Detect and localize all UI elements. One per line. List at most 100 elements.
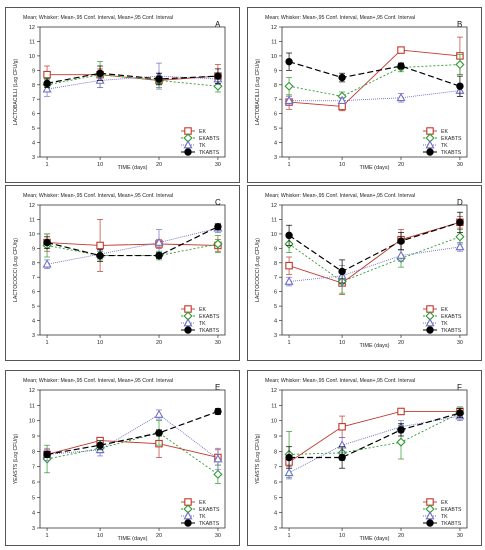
chart-panel-f: Mean; Whisker: Mean-,95 Conf. Interval, …	[247, 370, 482, 546]
y-axis-label: LACTOBACILLI (Log CFU/g)	[255, 58, 261, 125]
plot-area	[39, 204, 226, 336]
series-tkabts	[285, 408, 464, 469]
x-tick-label: 1	[288, 162, 291, 168]
data-point	[213, 239, 223, 249]
y-tick-label: 5	[32, 495, 35, 501]
y-tick-label: 12	[29, 25, 35, 31]
data-point	[284, 81, 294, 91]
legend-label: TKABTS	[199, 328, 220, 334]
x-tick-label: 10	[339, 162, 345, 168]
y-tick-label: 4	[32, 319, 35, 325]
y-tick-label: 7	[32, 275, 35, 281]
legend-marker	[426, 127, 434, 135]
data-point	[284, 95, 294, 105]
series-line	[46, 75, 218, 90]
x-tick-label: 1	[46, 533, 49, 539]
y-tick-label: 3	[32, 155, 35, 161]
x-tick-label: 10	[339, 533, 345, 539]
data-point	[96, 251, 104, 260]
legend-label: EKABTS	[199, 507, 220, 513]
panel-letter: A	[215, 20, 221, 29]
x-tick-label: 20	[156, 533, 162, 539]
plot-area	[281, 389, 468, 529]
y-tick-label: 12	[271, 203, 277, 209]
y-tick-label: 12	[271, 388, 277, 394]
legend-marker	[184, 127, 192, 135]
series-line	[47, 242, 218, 246]
y-tick-label: 7	[274, 275, 277, 281]
legend-marker	[183, 140, 193, 149]
x-tick-label: 30	[457, 162, 463, 168]
data-point	[455, 241, 465, 251]
data-point	[214, 222, 222, 231]
chart-panel-d: Mean; Whisker: Mean-,95 Conf. Interval, …	[247, 185, 482, 361]
x-tick-label: 30	[215, 340, 221, 346]
panel-header: Mean; Whisker: Mean-,95 Conf. Interval, …	[265, 15, 415, 21]
legend-label: TKABTS	[441, 328, 462, 334]
legend-label: EK	[199, 307, 206, 313]
legend-marker	[183, 511, 193, 520]
legend-label: TK	[441, 514, 448, 520]
y-tick-label: 3	[274, 155, 277, 161]
legend-label: EKABTS	[441, 314, 462, 320]
data-point	[455, 59, 465, 70]
series-line	[288, 221, 461, 273]
x-tick-label: 30	[215, 533, 221, 539]
series-line	[46, 440, 219, 458]
legend-label: TK	[441, 143, 448, 149]
series-tkabts	[43, 65, 222, 89]
data-point	[214, 407, 222, 416]
x-tick-label: 1	[46, 162, 49, 168]
data-point	[456, 409, 464, 417]
y-tick-label: 3	[274, 333, 277, 339]
y-tick-label: 8	[274, 261, 277, 267]
y-tick-label: 6	[274, 480, 277, 486]
y-axis-label: LACTOBACILLI (Log CFU/g)	[13, 58, 19, 125]
data-point	[396, 250, 406, 259]
data-point	[155, 75, 163, 83]
y-tick-label: 10	[29, 232, 35, 238]
data-point	[396, 92, 406, 102]
data-point	[43, 79, 51, 88]
y-tick-label: 4	[32, 141, 35, 147]
legend-label: TKABTS	[441, 150, 462, 156]
y-tick-label: 11	[29, 217, 35, 223]
y-tick-label: 8	[274, 449, 277, 455]
x-axis-label: TIME (days)	[360, 536, 390, 542]
data-point	[455, 232, 465, 242]
legend-marker	[426, 326, 434, 334]
legend-label: EKABTS	[441, 507, 462, 513]
data-point	[155, 251, 163, 260]
chart-panel-e: Mean; Whisker: Mean-,95 Conf. Interval, …	[5, 370, 240, 546]
y-tick-label: 11	[271, 217, 277, 223]
x-tick-label: 20	[398, 533, 404, 539]
data-point	[43, 70, 51, 79]
data-point	[396, 437, 406, 447]
x-axis-label: TIME (days)	[360, 343, 390, 349]
x-tick-label: 30	[215, 162, 221, 168]
legend-label: EK	[441, 129, 448, 135]
data-point	[213, 454, 223, 463]
series-line	[288, 415, 461, 474]
series-line	[289, 49, 460, 107]
y-tick-label: 7	[274, 465, 277, 471]
y-tick-label: 9	[32, 246, 35, 252]
series-line	[288, 221, 461, 284]
data-point	[154, 409, 164, 418]
chart-panel-a: Mean; Whisker: Mean-,95 Conf. Interval, …	[5, 7, 240, 183]
y-tick-label: 9	[274, 434, 277, 440]
series-line	[289, 246, 460, 283]
legend-marker	[425, 511, 435, 520]
panel-letter: F	[457, 383, 462, 392]
y-tick-label: 8	[32, 449, 35, 455]
y-tick-label: 3	[32, 333, 35, 339]
data-point	[397, 407, 405, 416]
legend-marker	[426, 498, 434, 506]
legend-marker	[425, 140, 435, 149]
data-point	[284, 467, 294, 477]
legend-marker	[184, 148, 192, 156]
y-tick-label: 7	[32, 465, 35, 471]
